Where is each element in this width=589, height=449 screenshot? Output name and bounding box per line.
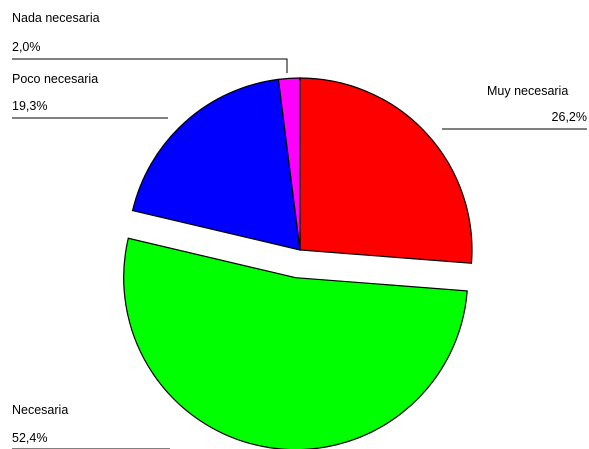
label-value-poco-necesaria: 19,3% xyxy=(12,99,47,113)
slice-nada-necesaria xyxy=(277,77,301,251)
label-name-nada-necesaria: Nada necesaria xyxy=(12,11,100,25)
pie-slices xyxy=(123,77,473,449)
label-value-necesaria: 52,4% xyxy=(12,431,47,445)
label-name-muy-necesaria: Muy necesaria xyxy=(487,84,568,98)
label-value-nada-necesaria: 2,0% xyxy=(12,40,41,54)
leader-nada-necesaria xyxy=(12,58,288,73)
slice-labels: Muy necesaria 26,2% Necesaria 52,4% Poco nec… xyxy=(12,11,587,445)
label-name-poco-necesaria: Poco necesaria xyxy=(12,72,98,86)
slice-muy-necesaria xyxy=(299,77,473,264)
slice-necesaria xyxy=(123,237,468,449)
slice-poco-necesaria xyxy=(131,78,301,251)
label-value-muy-necesaria: 26,2% xyxy=(552,110,587,124)
leader-lines xyxy=(12,58,587,449)
label-name-necesaria: Necesaria xyxy=(12,403,68,417)
